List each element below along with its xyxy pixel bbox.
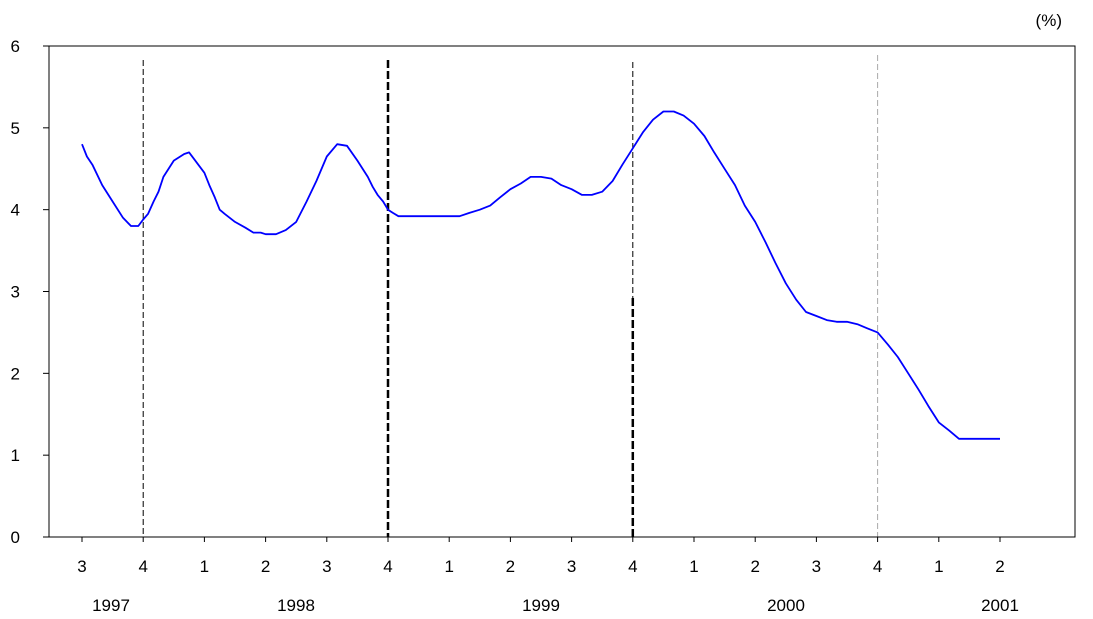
quarter-label: 2 — [750, 557, 759, 576]
y-tick-label: 0 — [11, 528, 20, 547]
unit-label: (%) — [1036, 11, 1062, 30]
series-line — [81, 110, 1000, 440]
year-label: 2001 — [981, 596, 1019, 615]
year-label: 1999 — [522, 596, 560, 615]
quarter-label: 2 — [261, 557, 270, 576]
quarter-label: 1 — [200, 557, 209, 576]
quarter-label: 3 — [77, 557, 86, 576]
quarter-label: 3 — [812, 557, 821, 576]
quarter-label: 1 — [444, 557, 453, 576]
y-tick-label: 6 — [11, 37, 20, 56]
quarter-label: 3 — [567, 557, 576, 576]
y-tick-label: 3 — [11, 283, 20, 302]
year-label: 1997 — [92, 596, 130, 615]
year-label: 2000 — [767, 596, 805, 615]
y-tick-label: 1 — [11, 446, 20, 465]
y-axis: 0 1 2 3 4 5 6 — [11, 37, 49, 547]
quarter-label: 4 — [138, 557, 147, 576]
quarter-label: 4 — [628, 557, 637, 576]
quarter-label: 4 — [383, 557, 392, 576]
y-tick-label: 2 — [11, 364, 20, 383]
y-tick-label: 5 — [11, 119, 20, 138]
quarter-label: 4 — [873, 557, 882, 576]
quarter-label: 1 — [689, 557, 698, 576]
quarter-label: 2 — [506, 557, 515, 576]
quarter-label: 1 — [934, 557, 943, 576]
series-group — [81, 110, 1000, 440]
plot-frame — [48, 45, 1076, 538]
quarter-label: 3 — [322, 557, 331, 576]
year-label: 1998 — [277, 596, 315, 615]
y-tick-label: 4 — [11, 201, 20, 220]
quarter-label: 2 — [995, 557, 1004, 576]
year-divider-lines — [142, 55, 879, 537]
x-axis: 3 4 1 2 3 4 1 2 3 4 1 2 3 4 1 2 1997 1998 1999 2000 2001 — [77, 537, 1019, 615]
